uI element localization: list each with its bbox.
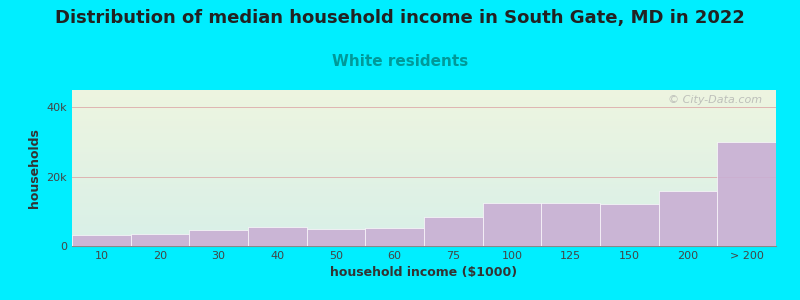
Bar [366,228,424,246]
Text: © City-Data.com: © City-Data.com [668,95,762,105]
Text: Distribution of median household income in South Gate, MD in 2022: Distribution of median household income … [55,9,745,27]
Y-axis label: households: households [28,128,41,208]
Bar [658,190,718,246]
Bar [600,204,658,246]
Bar [424,217,482,246]
Bar [482,203,542,246]
Bar [542,203,600,246]
Bar [72,235,130,246]
Bar [718,142,776,246]
Bar [248,227,306,246]
Bar [190,230,248,246]
Bar [306,229,366,246]
X-axis label: household income ($1000): household income ($1000) [330,266,518,279]
Bar [130,234,190,246]
Text: White residents: White residents [332,54,468,69]
